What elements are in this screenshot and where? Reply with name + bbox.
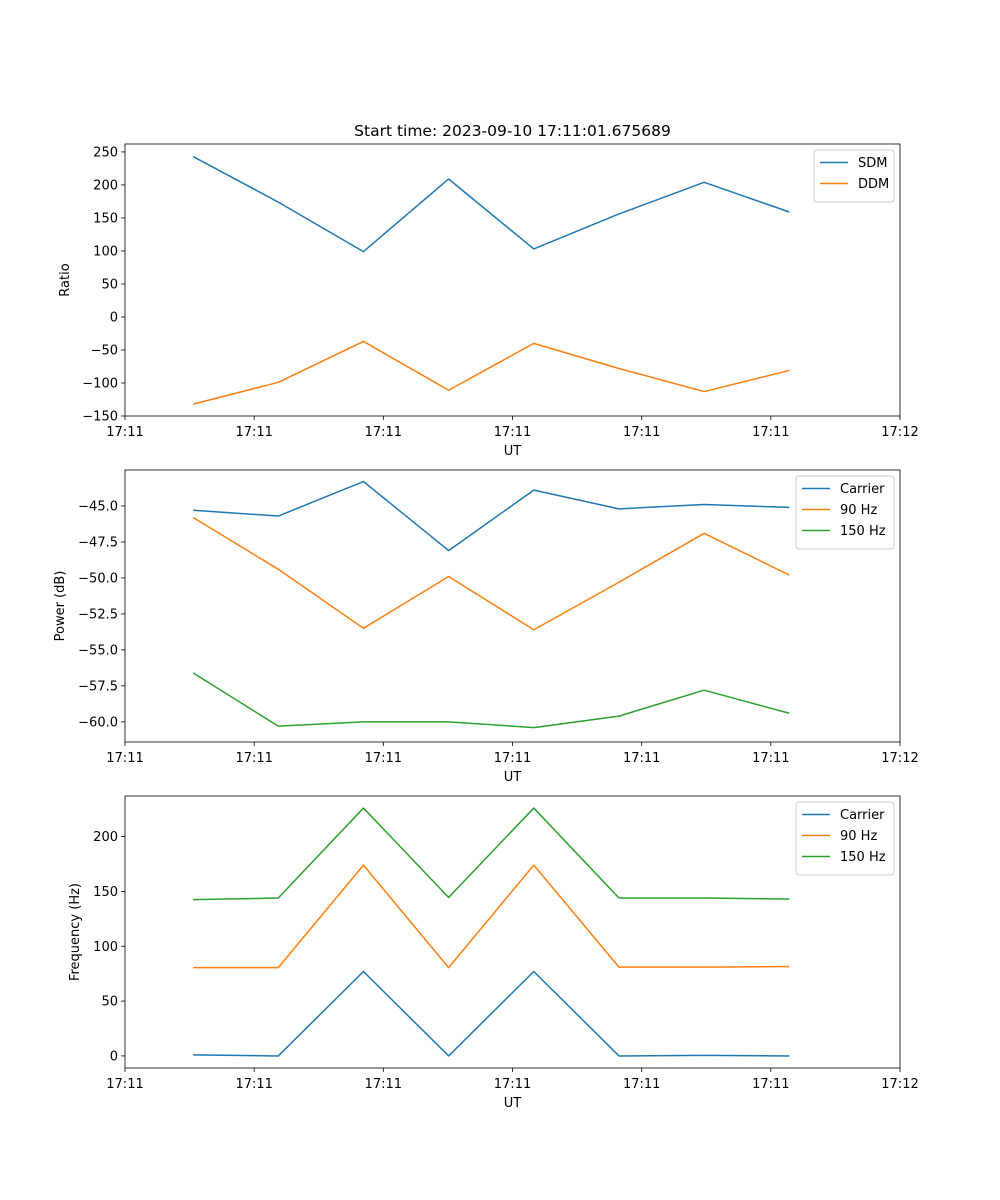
legend-label: SDM: [858, 156, 887, 171]
series-line-carrier: [193, 970, 790, 1057]
series-line-90-hz: [193, 864, 790, 969]
y-tick-label: 150: [93, 885, 118, 900]
y-tick-label: −60.0: [78, 715, 118, 730]
legend-label: 150 Hz: [840, 524, 886, 539]
chart-panel-3: 17:11 17:11 17:11 17:11 17:11 17:11 17:12 0 50 10…: [68, 795, 919, 1111]
legend-label: Carrier: [840, 482, 885, 497]
series-line-90-hz: [192, 516, 790, 631]
x-tick-label: 17:11: [623, 751, 660, 766]
x-tick-label: 17:11: [106, 1077, 143, 1092]
x-tick-label: 17:11: [494, 751, 531, 766]
y-tick-label: 250: [93, 145, 118, 160]
x-tick-label: 17:11: [235, 1077, 272, 1092]
y-tick-label: 100: [93, 244, 118, 259]
y-axis-label: Frequency (Hz): [68, 883, 83, 981]
x-tick-label: 17:11: [365, 751, 402, 766]
x-tick-label: 17:11: [365, 1077, 402, 1092]
x-tick-label: 17:11: [752, 425, 789, 440]
x-axis-label: UT: [504, 1096, 522, 1111]
x-tick-label: 17:12: [881, 751, 918, 766]
series-line-sdm: [192, 155, 790, 253]
series-line-carrier: [193, 480, 790, 552]
chart-title: Start time: 2023-09-10 17:11:01.675689: [354, 122, 671, 140]
y-tick-label: 50: [101, 277, 118, 292]
x-axis-label: UT: [504, 770, 522, 785]
y-tick-label: −55.0: [78, 643, 118, 658]
y-tick-label: 100: [93, 940, 118, 955]
x-tick-label: 17:11: [106, 751, 143, 766]
legend: Carrier 90 Hz 150 Hz: [795, 475, 895, 550]
x-tick-label: 17:12: [881, 1077, 918, 1092]
x-tick-label: 17:11: [623, 1077, 660, 1092]
y-tick-label: −100: [82, 376, 118, 391]
y-axis-label: Ratio: [58, 263, 73, 296]
y-tick-label: −50: [91, 343, 118, 358]
x-tick-label: 17:11: [494, 1077, 531, 1092]
chart-panel-2: 17:11 17:11 17:11 17:11 17:11 17:11 17:12 −60.0…: [53, 469, 919, 785]
x-axis-label: UT: [504, 444, 522, 459]
legend-label: DDM: [858, 177, 889, 192]
legend: SDM DDM: [813, 149, 895, 203]
x-tick-label: 17:11: [494, 425, 531, 440]
y-tick-label: −50.0: [78, 571, 118, 586]
legend: Carrier 90 Hz 150 Hz: [795, 801, 895, 876]
legend-label: Carrier: [840, 808, 885, 823]
y-tick-label: 0: [110, 310, 118, 325]
y-tick-label: −57.5: [78, 679, 118, 694]
y-tick-label: 0: [110, 1049, 118, 1064]
y-tick-label: −47.5: [78, 535, 118, 550]
y-tick-label: 200: [93, 178, 118, 193]
x-tick-label: 17:11: [235, 425, 272, 440]
x-tick-label: 17:11: [365, 425, 402, 440]
series-line-150-hz: [193, 807, 790, 901]
y-tick-label: −45.0: [78, 499, 118, 514]
chart-panel-1: Start time: 2023-09-10 17:11:01.675689 17…: [58, 122, 919, 459]
x-tick-label: 17:11: [623, 425, 660, 440]
x-tick-label: 17:11: [106, 425, 143, 440]
legend-label: 90 Hz: [840, 829, 877, 844]
series-line-150-hz: [192, 672, 790, 729]
x-tick-label: 17:11: [752, 1077, 789, 1092]
legend-label: 90 Hz: [840, 503, 877, 518]
y-tick-label: −150: [82, 410, 118, 425]
y-tick-label: 150: [93, 211, 118, 226]
y-tick-label: −52.5: [78, 607, 118, 622]
x-tick-label: 17:12: [881, 425, 918, 440]
y-tick-label: 50: [101, 995, 118, 1010]
legend-label: 150 Hz: [840, 850, 886, 865]
x-tick-label: 17:11: [235, 751, 272, 766]
y-axis-label: Power (dB): [53, 571, 68, 642]
series-line-ddm: [192, 340, 790, 405]
y-tick-label: 200: [93, 830, 118, 845]
x-tick-label: 17:11: [752, 751, 789, 766]
